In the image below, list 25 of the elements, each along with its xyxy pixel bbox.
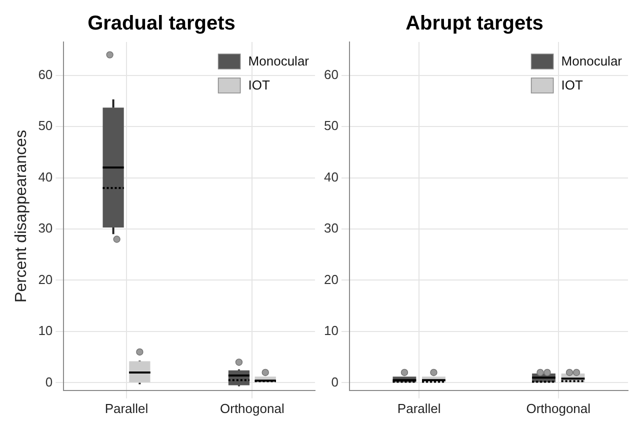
y-tick-label: 50 xyxy=(324,118,338,134)
y-tick-label: 10 xyxy=(38,323,53,338)
y-tick-label: 40 xyxy=(324,169,338,184)
chart-title: Abrupt targets xyxy=(406,12,544,35)
legend-label: IOT xyxy=(248,78,270,93)
y-tick-label: 20 xyxy=(324,272,338,287)
y-tick-label: 30 xyxy=(324,220,338,236)
y-tick-label: 0 xyxy=(331,374,338,390)
y-tick-label: 30 xyxy=(38,220,53,236)
y-tick-label: 60 xyxy=(38,66,53,82)
y-tick-label: 60 xyxy=(324,66,338,82)
y-tick-label: 20 xyxy=(38,272,53,287)
y-tick-label: 40 xyxy=(38,169,53,184)
legend-label: IOT xyxy=(561,78,584,93)
x-tick-label: Orthogonal xyxy=(220,400,284,416)
legend-label: Monocular xyxy=(561,54,623,69)
x-tick-label: Parallel xyxy=(397,400,441,416)
y-tick-label: 0 xyxy=(45,374,53,390)
x-tick-label: Orthogonal xyxy=(526,400,591,416)
y-tick-label: 50 xyxy=(38,118,53,134)
x-tick-label: Parallel xyxy=(104,400,148,416)
chart-title: Gradual targets xyxy=(88,12,236,35)
legend-label: Monocular xyxy=(248,54,310,69)
y-axis-title: Percent disappearances xyxy=(13,130,30,302)
y-tick-label: 10 xyxy=(324,323,338,338)
